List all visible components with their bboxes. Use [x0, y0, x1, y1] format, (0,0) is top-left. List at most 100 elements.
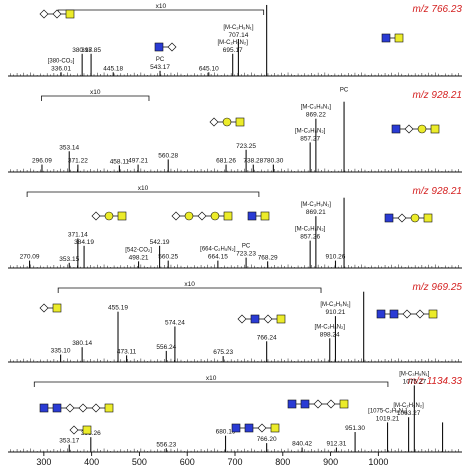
spectrum-panel [8, 191, 462, 269]
glycan-structure [384, 213, 433, 223]
glycan-structure [247, 211, 270, 221]
glycan-structure [231, 423, 280, 433]
x-tick-label: 600 [180, 457, 195, 467]
peak-label: 560.25 [158, 254, 178, 261]
hexnac-square-icon [260, 211, 270, 221]
hexnac-square-icon [235, 117, 245, 127]
diamond-icon [91, 403, 101, 413]
peak-label: 695.17 [223, 47, 243, 54]
hexnac-square-icon [52, 403, 62, 413]
x-tick-label: 300 [36, 457, 51, 467]
peak-label: 869.21 [306, 209, 326, 216]
peak-label: 542.19 [150, 239, 170, 246]
peak-label: 912.31 [327, 441, 347, 448]
peak-annotation: [M-C₃H₉N₁] [399, 371, 430, 377]
hexnac-square-icon [381, 33, 391, 43]
precursor-label: m/z 1134.33 [408, 376, 463, 387]
peak-annotation: PC [242, 244, 251, 250]
zoom-bracket [26, 191, 260, 197]
peak-annotation: [M-C₂H₅N₂] [315, 324, 346, 330]
peak-label: 455.19 [108, 305, 128, 312]
hexnac-square-icon [339, 399, 349, 409]
zoom-bracket [57, 287, 322, 293]
peak-label: 574.24 [165, 319, 185, 326]
peak-label: 869.22 [306, 112, 326, 119]
hexnac-square-icon [276, 314, 286, 324]
peak-label: 556.23 [156, 441, 176, 448]
zoom-label: x10 [90, 89, 101, 96]
peak-label: 380.14 [72, 340, 92, 347]
peak-label: 296.09 [32, 158, 52, 165]
peak-annotation: [542-CO₂] [125, 247, 152, 253]
spectrum-panel [8, 287, 462, 363]
peak-label: 336.01 [51, 65, 71, 72]
peak-label: 498.21 [129, 254, 149, 261]
hexnac-square-icon [428, 309, 438, 319]
spectrum-panel [8, 95, 462, 173]
diamond-icon [209, 117, 219, 127]
x-tick-label: 500 [132, 457, 147, 467]
peak-label: 560.28 [158, 152, 178, 159]
precursor-label: m/z 928.21 [413, 186, 462, 197]
glycan-structure [237, 314, 286, 324]
glycan-structure [91, 211, 127, 221]
peak-label: 645.10 [199, 65, 219, 72]
peak-label: 723.23 [236, 251, 256, 258]
zoom-label: x10 [156, 3, 167, 10]
glycan-structure [376, 309, 438, 319]
hexnac-square-icon [287, 399, 297, 409]
peak-label: 398.85 [81, 47, 101, 54]
peak-label: 857.26 [300, 234, 320, 241]
hex-circle-icon [210, 211, 220, 221]
peak-label: 766.20 [257, 436, 277, 443]
hexnac-square-icon [300, 399, 310, 409]
hex-circle-icon [410, 213, 420, 223]
hex-circle-icon [184, 211, 194, 221]
peak-label: 384.19 [74, 239, 94, 246]
diamond-icon [415, 309, 425, 319]
peak-label: 680.19 [216, 429, 236, 436]
zoom-label: x10 [184, 281, 195, 288]
peak-label: 723.25 [236, 143, 256, 150]
peak-annotation: [380-CO₂] [48, 58, 75, 64]
peak-label: 556.24 [156, 344, 176, 351]
peak-label: 910.21 [326, 309, 346, 316]
spectrum-panel [8, 381, 462, 453]
peak-annotation: PC [340, 88, 349, 94]
peak-annotation: [1075-C₂H₅N₂] [368, 408, 407, 414]
peak-label: 371.14 [68, 231, 88, 238]
peak-label: 543.17 [150, 64, 170, 71]
glycan-structure [287, 399, 349, 409]
peak-label: 380.17 [72, 47, 92, 54]
x-tick-label: 400 [84, 457, 99, 467]
peak-label: 458.11 [110, 158, 130, 165]
hexnac-square-icon [384, 213, 394, 223]
peak-annotation: [M-C₂H₅N₂] [217, 40, 248, 46]
zoom-bracket [33, 381, 389, 387]
peak-label: 1075.27 [403, 378, 427, 385]
peak-label: 951.30 [345, 425, 365, 432]
glycan-structure [39, 9, 75, 19]
hex-circle-icon [104, 211, 114, 221]
peak-annotation: [M-C₂H₅N₂] [295, 227, 326, 233]
diamond-icon [91, 211, 101, 221]
diamond-icon [313, 399, 323, 409]
peak-label: 1063.27 [397, 410, 421, 417]
glycan-structure [154, 42, 177, 52]
zoom-label: x10 [138, 185, 149, 192]
peak-label: 445.18 [103, 65, 123, 72]
peak-label: 681.26 [216, 158, 236, 165]
hexnac-square-icon [52, 303, 62, 313]
precursor-label: m/z 969.25 [413, 282, 463, 293]
peak-label: 675.23 [213, 349, 233, 356]
peak-label: 664.15 [208, 254, 228, 261]
hexnac-square-icon [244, 423, 254, 433]
peak-label: 335.10 [51, 348, 71, 355]
x-tick-label: 800 [275, 457, 290, 467]
peak-annotation: PC [156, 57, 165, 63]
peak-annotation: [664-C₂H₅N₂] [200, 247, 236, 253]
diamond-icon [39, 303, 49, 313]
peak-label: 353.15 [59, 256, 79, 263]
hex-circle-icon [417, 124, 427, 134]
